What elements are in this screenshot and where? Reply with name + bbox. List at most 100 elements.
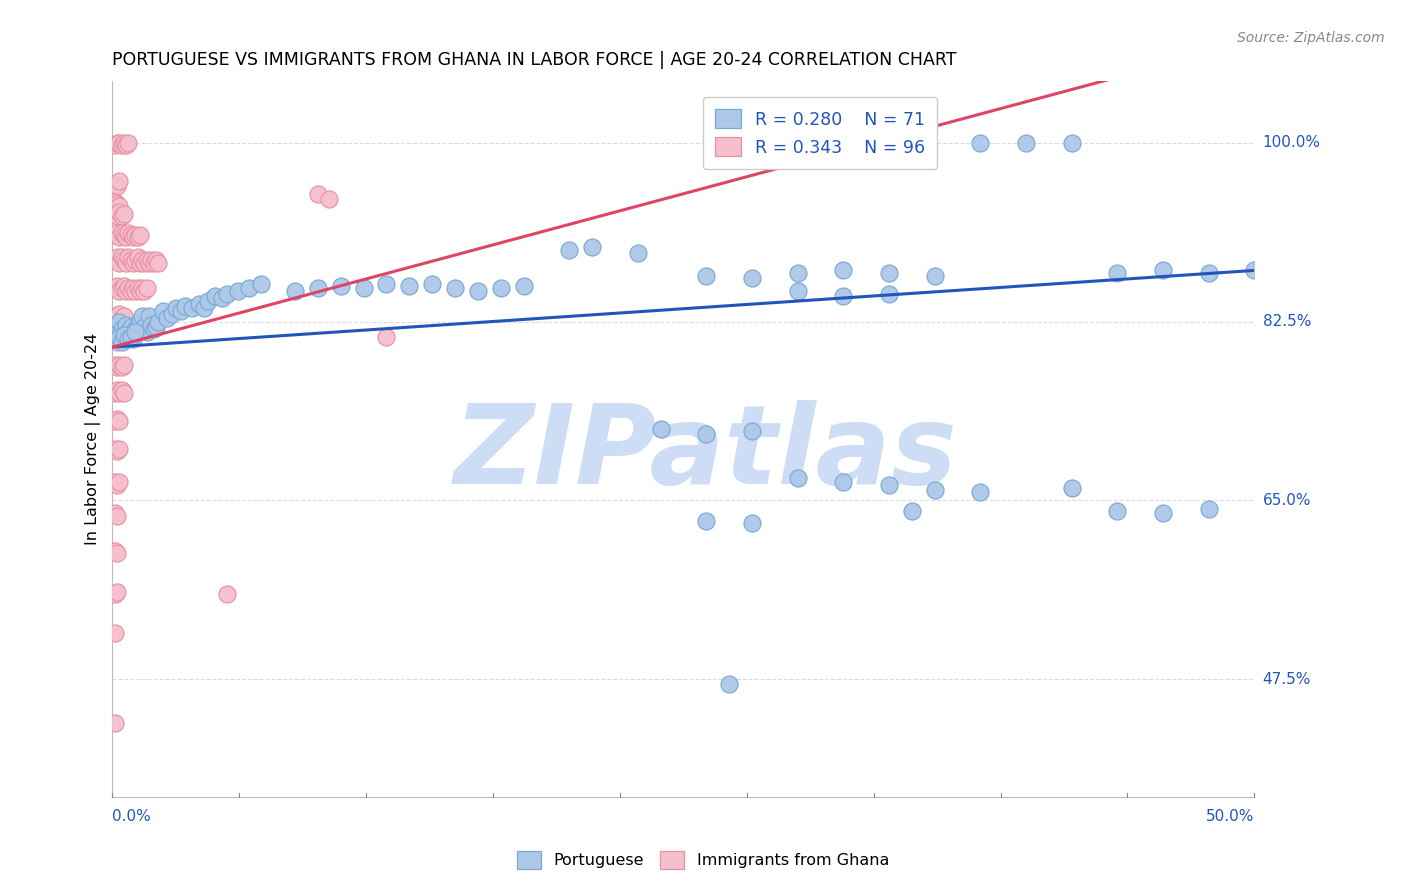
Point — [695, 268, 717, 283]
Text: Source: ZipAtlas.com: Source: ZipAtlas.com — [1237, 31, 1385, 45]
Point — [131, 281, 153, 295]
Point — [124, 321, 146, 335]
Point — [128, 314, 150, 328]
Point — [832, 475, 855, 489]
Point — [120, 227, 142, 242]
Point — [1152, 263, 1174, 277]
Point — [105, 411, 128, 425]
Point — [512, 278, 534, 293]
Point — [104, 194, 127, 209]
Point — [138, 310, 160, 324]
Point — [105, 360, 128, 375]
Point — [489, 281, 512, 295]
Point — [105, 178, 128, 193]
Point — [145, 253, 167, 268]
Point — [877, 478, 900, 492]
Point — [110, 383, 132, 397]
Point — [105, 508, 128, 523]
Point — [110, 334, 132, 349]
Legend: R = 0.280    N = 71, R = 0.343    N = 96: R = 0.280 N = 71, R = 0.343 N = 96 — [703, 97, 938, 169]
Point — [105, 226, 128, 240]
Point — [1198, 267, 1220, 281]
Point — [104, 359, 127, 373]
Point — [1060, 481, 1083, 495]
Point — [558, 243, 581, 257]
Point — [444, 281, 467, 295]
Point — [117, 281, 139, 295]
Point — [110, 250, 132, 264]
Point — [108, 199, 131, 213]
Point — [104, 207, 127, 221]
Point — [741, 516, 763, 530]
Point — [142, 256, 165, 270]
Point — [115, 284, 138, 298]
Point — [152, 304, 174, 318]
Point — [134, 256, 156, 270]
Point — [211, 291, 233, 305]
Point — [832, 263, 855, 277]
Point — [924, 483, 946, 497]
Point — [110, 281, 132, 295]
Point — [104, 442, 127, 457]
Point — [135, 325, 157, 339]
Point — [900, 503, 922, 517]
Point — [104, 414, 127, 428]
Point — [1107, 267, 1129, 281]
Point — [104, 227, 127, 242]
Point — [110, 311, 132, 326]
Point — [104, 310, 127, 324]
Point — [1060, 136, 1083, 150]
Point — [127, 229, 149, 244]
Point — [122, 332, 145, 346]
Point — [741, 424, 763, 438]
Point — [718, 677, 741, 691]
Point — [329, 278, 352, 293]
Point — [124, 325, 146, 339]
Point — [105, 209, 128, 223]
Point — [156, 311, 179, 326]
Point — [165, 301, 187, 316]
Point — [197, 294, 219, 309]
Point — [104, 281, 127, 295]
Point — [112, 136, 135, 150]
Point — [741, 270, 763, 285]
Point — [924, 268, 946, 283]
Point — [1243, 263, 1265, 277]
Point — [105, 278, 128, 293]
Point — [1198, 501, 1220, 516]
Point — [786, 284, 808, 298]
Point — [204, 289, 226, 303]
Point — [104, 177, 127, 191]
Point — [969, 136, 991, 150]
Point — [104, 319, 127, 334]
Point — [146, 256, 169, 270]
Point — [110, 360, 132, 375]
Point — [160, 307, 183, 321]
Point — [122, 281, 145, 295]
Point — [238, 281, 260, 295]
Point — [127, 318, 149, 332]
Point — [1152, 506, 1174, 520]
Point — [108, 332, 131, 346]
Point — [124, 284, 146, 298]
Point — [108, 307, 131, 321]
Point — [181, 301, 204, 316]
Point — [105, 478, 128, 492]
Point — [105, 444, 128, 458]
Point — [124, 253, 146, 268]
Point — [188, 297, 211, 311]
Point — [104, 386, 127, 401]
Point — [467, 284, 489, 298]
Point — [695, 514, 717, 528]
Text: 50.0%: 50.0% — [1206, 809, 1254, 824]
Point — [122, 256, 145, 270]
Point — [110, 137, 132, 152]
Point — [120, 284, 142, 298]
Point — [832, 136, 855, 150]
Point — [108, 229, 131, 244]
Point — [131, 310, 153, 324]
Point — [115, 229, 138, 244]
Point — [141, 318, 163, 332]
Point — [832, 289, 855, 303]
Point — [786, 136, 808, 150]
